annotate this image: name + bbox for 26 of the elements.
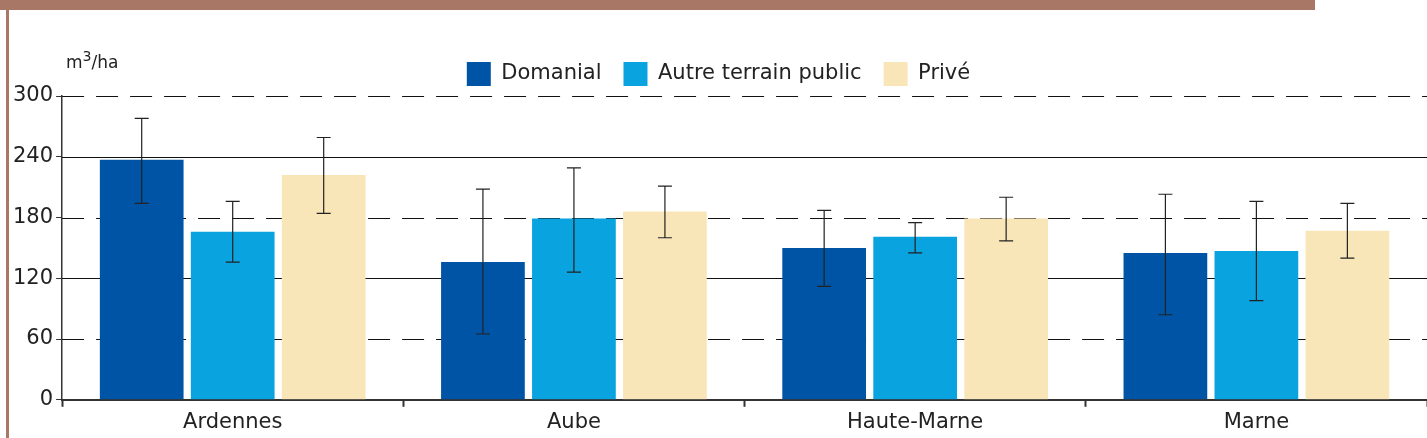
y-tick-label: 60: [26, 325, 54, 350]
bar: [964, 218, 1049, 400]
bar: [99, 159, 184, 400]
bar: [441, 262, 525, 400]
bar: [190, 231, 275, 400]
x-tick-label: Ardennes: [183, 408, 283, 433]
y-axis-title: m$^{3}$/ha: [66, 48, 119, 72]
bar: [1305, 230, 1390, 400]
x-tick-label: Marne: [1223, 408, 1290, 433]
bar: [782, 247, 867, 400]
bar: [532, 218, 616, 400]
x-tick-label: Haute-Marne: [847, 408, 984, 433]
legend-label: Autre terrain public: [657, 60, 862, 85]
x-tick-label: Aube: [546, 408, 601, 433]
y-tick-label: 300: [12, 82, 54, 107]
bar: [281, 174, 366, 400]
legend-label: Domanial: [501, 60, 602, 85]
y-tick-label: 0: [39, 386, 54, 411]
legend-label: Privé: [918, 60, 971, 85]
bar: [1123, 252, 1208, 400]
bar: [873, 236, 958, 400]
y-tick-label: 120: [12, 264, 54, 289]
bar: [623, 211, 707, 400]
bar: [1214, 250, 1299, 400]
y-tick-label: 240: [12, 143, 54, 168]
y-tick-label: 180: [12, 203, 54, 228]
